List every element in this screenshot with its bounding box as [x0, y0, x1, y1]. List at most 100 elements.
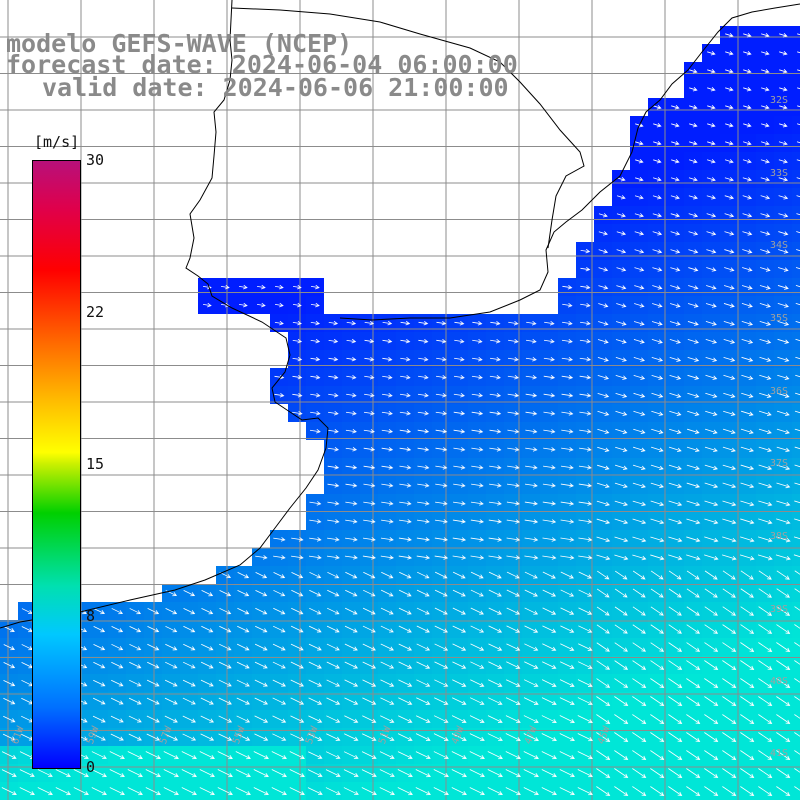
- wind-arrow: [632, 786, 647, 796]
- wind-arrow: [758, 786, 773, 796]
- wind-arrow: [218, 697, 232, 705]
- wind-arrow: [380, 661, 395, 669]
- wind-cell: [792, 134, 800, 152]
- wind-arrow: [722, 518, 737, 525]
- wind-arrow: [686, 588, 700, 598]
- wind-arrow: [596, 732, 611, 742]
- wind-arrow: [73, 787, 89, 796]
- wind-arrow: [652, 213, 662, 218]
- wind-arrow: [668, 500, 683, 507]
- wind-arrow: [418, 374, 429, 380]
- wind-arrow: [707, 51, 716, 56]
- wind-arrow: [650, 714, 665, 724]
- wind-arrow: [199, 751, 215, 760]
- wind-arrow: [362, 733, 377, 741]
- wind-arrow: [704, 696, 719, 706]
- wind-arrow: [632, 518, 647, 525]
- wind-arrow: [379, 751, 395, 759]
- wind-arrow: [400, 338, 411, 344]
- wind-arrow: [435, 447, 448, 452]
- wind-arrow: [273, 589, 286, 597]
- wind-arrow: [417, 501, 430, 506]
- wind-arrow: [271, 787, 287, 796]
- wind-arrow: [382, 338, 393, 344]
- wind-arrow: [255, 572, 268, 579]
- wind-arrow: [109, 787, 125, 796]
- wind-arrow: [489, 375, 501, 380]
- wind-arrow: [146, 679, 160, 687]
- wind-arrow: [470, 589, 484, 597]
- wind-arrow: [237, 572, 250, 579]
- wind-arrow: [254, 679, 268, 687]
- wind-arrow: [686, 732, 701, 742]
- wind-arrow: [417, 447, 430, 452]
- wind-arrow: [381, 429, 394, 434]
- wind-arrow: [723, 392, 736, 398]
- wind-arrow: [292, 284, 302, 290]
- wind-arrow: [236, 715, 251, 723]
- wind-arrow: [470, 661, 485, 669]
- wind-arrow: [614, 588, 628, 598]
- wind-arrow: [652, 303, 663, 308]
- wind-arrow: [722, 588, 736, 598]
- wind-arrow: [418, 338, 429, 344]
- wind-arrow: [506, 589, 520, 597]
- wind-arrow: [507, 393, 520, 398]
- wind-arrow: [344, 625, 358, 633]
- wind-arrow: [345, 589, 358, 597]
- wind-arrow: [669, 428, 682, 434]
- wind-arrow: [776, 660, 791, 670]
- wind-arrow: [129, 626, 142, 633]
- wind-arrow: [398, 537, 412, 542]
- wind-arrow: [632, 570, 646, 580]
- wind-arrow: [723, 410, 736, 416]
- wind-arrow: [722, 732, 737, 742]
- wind-arrow: [724, 249, 735, 254]
- wind-arrow: [362, 537, 376, 542]
- wind-arrow: [704, 446, 718, 453]
- wind-arrow: [598, 303, 609, 308]
- wind-arrow: [598, 249, 609, 254]
- wind-arrow: [704, 750, 719, 760]
- wind-arrow: [400, 356, 411, 362]
- wind-arrow: [253, 751, 269, 760]
- wind-arrow: [740, 588, 754, 598]
- wind-cell: [792, 512, 800, 530]
- wind-arrow: [344, 733, 359, 741]
- wind-arrow: [345, 519, 358, 524]
- wind-arrow: [542, 643, 557, 651]
- wind-arrow: [382, 356, 393, 362]
- wind-arrow: [525, 411, 538, 416]
- wind-arrow: [705, 303, 717, 308]
- wind-arrow: [650, 482, 664, 489]
- wind-arrow: [776, 588, 790, 598]
- wind-cell: [792, 584, 800, 602]
- wind-arrow: [706, 267, 717, 272]
- wind-arrow: [615, 446, 628, 452]
- wind-arrow: [163, 787, 179, 796]
- wind-arrow: [55, 787, 71, 796]
- wind-arrow: [616, 195, 626, 200]
- wind-arrow: [652, 285, 663, 290]
- wind-arrow: [616, 249, 627, 254]
- wind-arrow: [363, 411, 375, 416]
- wind-arrow: [686, 500, 701, 507]
- wind-arrow: [758, 518, 773, 525]
- wind-arrow: [614, 570, 628, 580]
- wind-cell: [792, 314, 800, 332]
- wind-arrow: [707, 105, 716, 110]
- wind-arrow: [345, 537, 358, 542]
- wind-arrow: [776, 464, 791, 471]
- wind-arrow: [596, 642, 610, 652]
- wind-arrow: [560, 589, 575, 597]
- wind-arrow: [722, 696, 737, 706]
- wind-arrow: [560, 465, 574, 470]
- wind-arrow: [668, 642, 683, 652]
- wind-arrow: [617, 177, 626, 182]
- wind-arrow: [777, 303, 789, 308]
- wind-arrow: [796, 213, 800, 216]
- wind-arrow: [669, 392, 682, 398]
- wind-arrow: [507, 411, 520, 416]
- wind-arrow: [362, 715, 377, 723]
- wind-arrow: [326, 733, 341, 741]
